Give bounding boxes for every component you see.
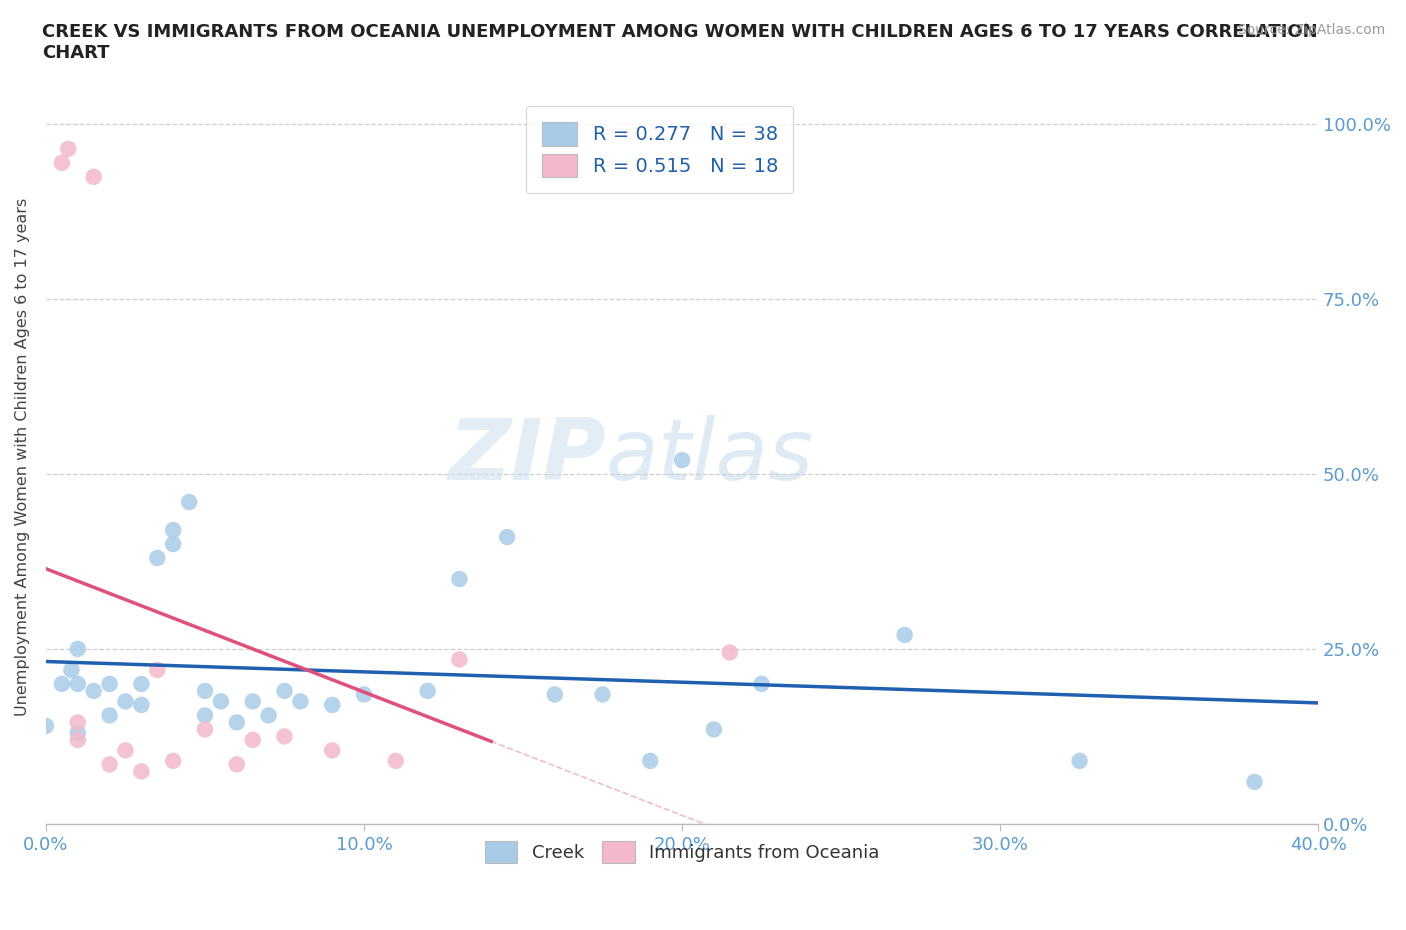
- Point: [703, 722, 725, 737]
- Point: [449, 572, 471, 587]
- Point: [544, 687, 567, 702]
- Point: [98, 708, 121, 723]
- Point: [496, 529, 519, 544]
- Text: CREEK VS IMMIGRANTS FROM OCEANIA UNEMPLOYMENT AMONG WOMEN WITH CHILDREN AGES 6 T: CREEK VS IMMIGRANTS FROM OCEANIA UNEMPLO…: [42, 23, 1317, 62]
- Point: [83, 169, 105, 184]
- Point: [66, 676, 89, 691]
- Point: [671, 453, 693, 468]
- Point: [592, 687, 614, 702]
- Point: [177, 495, 200, 510]
- Point: [131, 676, 153, 691]
- Point: [416, 684, 439, 698]
- Point: [51, 676, 73, 691]
- Point: [66, 642, 89, 657]
- Point: [162, 537, 184, 551]
- Point: [58, 141, 80, 156]
- Point: [66, 725, 89, 740]
- Legend: Creek, Immigrants from Oceania: Creek, Immigrants from Oceania: [478, 833, 887, 870]
- Point: [114, 743, 136, 758]
- Point: [66, 715, 89, 730]
- Point: [1069, 753, 1091, 768]
- Point: [1243, 775, 1265, 790]
- Point: [162, 523, 184, 538]
- Point: [242, 733, 264, 748]
- Point: [98, 676, 121, 691]
- Point: [321, 743, 343, 758]
- Text: ZIP: ZIP: [449, 415, 606, 498]
- Point: [35, 719, 58, 734]
- Point: [131, 698, 153, 712]
- Point: [638, 753, 661, 768]
- Point: [146, 662, 169, 677]
- Point: [225, 715, 247, 730]
- Point: [273, 684, 295, 698]
- Point: [194, 708, 217, 723]
- Point: [290, 694, 312, 709]
- Point: [51, 155, 73, 170]
- Point: [353, 687, 375, 702]
- Text: Source: ZipAtlas.com: Source: ZipAtlas.com: [1237, 23, 1385, 37]
- Text: atlas: atlas: [606, 415, 814, 498]
- Point: [385, 753, 408, 768]
- Point: [449, 652, 471, 667]
- Point: [60, 662, 83, 677]
- Point: [194, 722, 217, 737]
- Point: [114, 694, 136, 709]
- Point: [893, 628, 915, 643]
- Point: [225, 757, 247, 772]
- Point: [718, 645, 741, 660]
- Point: [257, 708, 280, 723]
- Point: [273, 729, 295, 744]
- Point: [146, 551, 169, 565]
- Point: [321, 698, 343, 712]
- Point: [66, 733, 89, 748]
- Point: [242, 694, 264, 709]
- Point: [194, 684, 217, 698]
- Point: [162, 753, 184, 768]
- Point: [751, 676, 773, 691]
- Point: [98, 757, 121, 772]
- Point: [83, 684, 105, 698]
- Y-axis label: Unemployment Among Women with Children Ages 6 to 17 years: Unemployment Among Women with Children A…: [15, 197, 30, 716]
- Point: [131, 764, 153, 778]
- Point: [209, 694, 232, 709]
